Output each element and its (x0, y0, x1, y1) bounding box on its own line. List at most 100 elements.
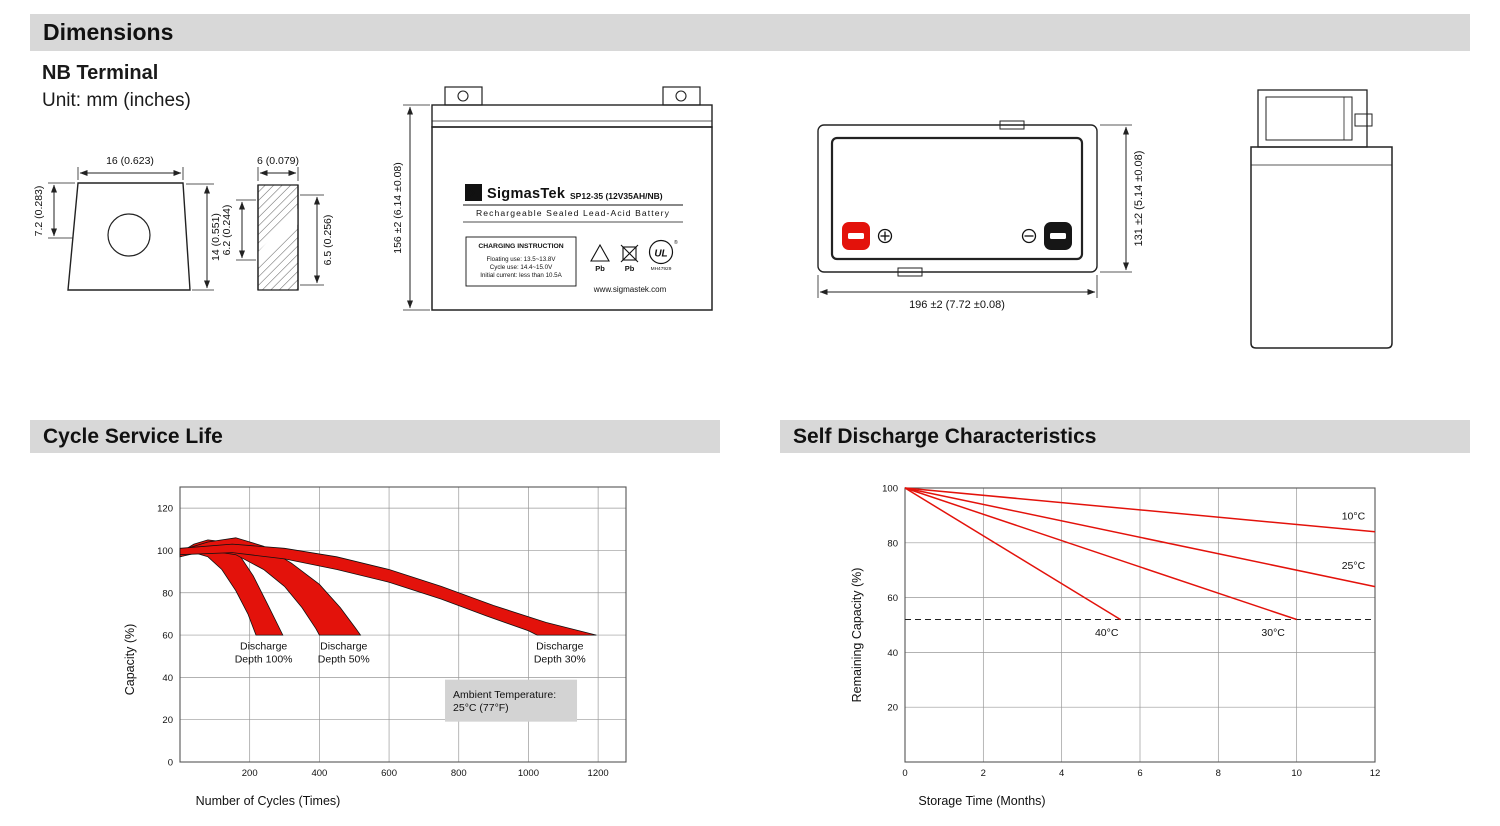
terminal-tab-right (662, 86, 701, 106)
svg-text:25°C: 25°C (1342, 560, 1366, 572)
terminal-tab-left (444, 86, 483, 106)
positive-terminal (842, 222, 870, 250)
side-lid (1257, 89, 1368, 148)
dim-section-width: 6 (0.079) (257, 155, 299, 181)
terminal-height-dim-label: 14 (0.551) (210, 213, 222, 261)
pb-no-trash-icon: Pb (620, 244, 639, 273)
svg-text:12: 12 (1370, 768, 1381, 779)
terminal-section-hole (258, 208, 298, 268)
svg-text:200: 200 (242, 768, 258, 779)
svg-text:Ambient Temperature:: Ambient Temperature: (453, 689, 556, 701)
svg-text:400: 400 (311, 768, 327, 779)
svg-text:20: 20 (162, 715, 173, 726)
negative-terminal (1044, 222, 1072, 250)
section-height-dim-label: 6.5 (0.256) (322, 215, 334, 266)
terminal-section-view (257, 184, 299, 291)
battery-front-outline (431, 86, 713, 311)
battery-label: Σ SigmasTek SP12-35 (12V35AH/NB) Recharg… (463, 184, 683, 294)
svg-text:30°C: 30°C (1261, 627, 1285, 639)
nb-terminal-drawing: 16 (0.623) 7.2 (0.283) 14 (0.551) 6 (0.0… (33, 155, 334, 291)
pb-label-2: Pb (625, 264, 635, 273)
svg-text:100: 100 (882, 484, 898, 495)
pb-label-1: Pb (595, 264, 605, 273)
terminal-partial-height-dim-label: 7.2 (0.283) (33, 186, 45, 237)
svg-text:Discharge: Discharge (536, 641, 583, 653)
charging-line-1: Floating use: 13.5~13.8V (487, 256, 557, 263)
svg-text:40: 40 (162, 673, 173, 684)
battery-type-text: Rechargeable Sealed Lead-Acid Battery (476, 208, 670, 218)
svg-text:80: 80 (887, 538, 898, 549)
battery-side-outline (1250, 89, 1393, 349)
top-depth-dim-label: 131 ±2 (5.14 ±0.08) (1133, 151, 1145, 247)
svg-text:80: 80 (162, 588, 173, 599)
charging-instruction-box (465, 236, 577, 287)
dimensions-header-label: Dimensions (43, 19, 174, 45)
terminal-bolt-hole (107, 213, 151, 257)
dim-terminal-width: 16 (0.623) (77, 155, 184, 180)
svg-text:0: 0 (902, 768, 907, 779)
section-width-dim-label: 6 (0.079) (257, 155, 299, 167)
sigma-logo-icon (465, 184, 482, 201)
svg-text:10: 10 (1291, 768, 1302, 779)
section-inner-dim-label: 6.2 (0.244) (221, 205, 233, 256)
unit-label: Unit: mm (inches) (42, 90, 191, 111)
ul-glyph: UL (654, 249, 667, 260)
svg-text:4: 4 (1059, 768, 1064, 779)
svg-text:Storage Time (Months): Storage Time (Months) (918, 794, 1045, 808)
svg-text:Remaining Capacity (%): Remaining Capacity (%) (850, 568, 864, 703)
svg-text:120: 120 (157, 504, 173, 515)
charging-line-2: Cycle use: 14.4~15.0V (490, 264, 553, 271)
svg-text:Capacity (%): Capacity (%) (123, 624, 137, 696)
cycle-service-life-chart: 200 400 600 800 1000 1200 0 20 40 60 80 100 120 Disch… (123, 486, 627, 808)
cycle-service-life-header: Cycle Service Life (30, 420, 720, 453)
side-terminal-tab (1354, 113, 1373, 127)
top-width-dim-label: 196 ±2 (7.72 ±0.08) (909, 299, 1005, 311)
svg-text:20: 20 (887, 703, 898, 714)
svg-text:Number of Cycles (Times): Number of Cycles (Times) (196, 794, 341, 808)
svg-text:Depth 100%: Depth 100% (235, 654, 293, 666)
terminal-width-dim-label: 16 (0.623) (106, 155, 154, 167)
svg-text:Depth 30%: Depth 30% (534, 654, 586, 666)
dimensions-section-header: Dimensions (30, 14, 1470, 51)
top-handle-tab (999, 120, 1025, 130)
dim-terminal-height: 14 (0.551) (186, 183, 222, 291)
dim-front-height: 156 ±2 (6.14 ±0.08) (392, 104, 430, 311)
model-text: SP12-35 (12V35AH/NB) (570, 191, 663, 201)
svg-text:Discharge: Discharge (240, 641, 287, 653)
cycle-header-label: Cycle Service Life (43, 424, 223, 448)
battery-top-view: 196 ±2 (7.72 ±0.08) 131 ±2 (5.14 ±0.08) (817, 120, 1145, 311)
self-discharge-header: Self Discharge Characteristics (780, 420, 1470, 453)
ul-logo-icon: UL ® MH47929 (648, 239, 678, 272)
charging-line-3: Initial current: less than 10.5A (480, 272, 562, 279)
self-discharge-chart: 0 2 4 6 8 10 12 20 40 60 80 100 10°C 25°C 30°C 40°C Stor… (850, 484, 1381, 809)
svg-text:100: 100 (157, 546, 173, 557)
svg-text:1000: 1000 (518, 768, 539, 779)
side-body (1250, 146, 1393, 349)
plus-symbol-icon (877, 228, 893, 244)
nb-terminal-title: NB Terminal (42, 62, 159, 84)
pb-recycle-icon: Pb (590, 243, 610, 273)
front-height-dim-label: 156 ±2 (6.14 ±0.08) (392, 162, 404, 254)
svg-text:25°C (77°F): 25°C (77°F) (453, 702, 509, 714)
svg-text:60: 60 (162, 631, 173, 642)
svg-text:40: 40 (887, 648, 898, 659)
bottom-handle-tab (897, 267, 923, 277)
dim-top-depth: 131 ±2 (5.14 ±0.08) (1100, 124, 1145, 273)
charging-title: CHARGING INSTRUCTION (478, 243, 563, 250)
battery-top-outline (817, 120, 1098, 277)
svg-text:Depth 50%: Depth 50% (318, 654, 370, 666)
website-text: www.sigmastek.com (593, 285, 667, 294)
sigma-glyph: Σ (470, 186, 478, 201)
svg-text:1200: 1200 (588, 768, 609, 779)
svg-text:6: 6 (1137, 768, 1142, 779)
battery-front-view: 156 ±2 (6.14 ±0.08) Σ SigmasTek SP12-35 … (392, 86, 713, 311)
dim-terminal-partial-height: 7.2 (0.283) (33, 182, 75, 239)
svg-text:0: 0 (168, 758, 173, 769)
dim-section-inner: 6.2 (0.244) (221, 199, 256, 261)
svg-text:Discharge: Discharge (320, 641, 367, 653)
svg-text:2: 2 (981, 768, 986, 779)
minus-symbol-icon (1021, 228, 1037, 244)
svg-text:60: 60 (887, 593, 898, 604)
brand-text: SigmasTek (487, 186, 566, 202)
ul-registered-mark: ® (674, 239, 678, 246)
